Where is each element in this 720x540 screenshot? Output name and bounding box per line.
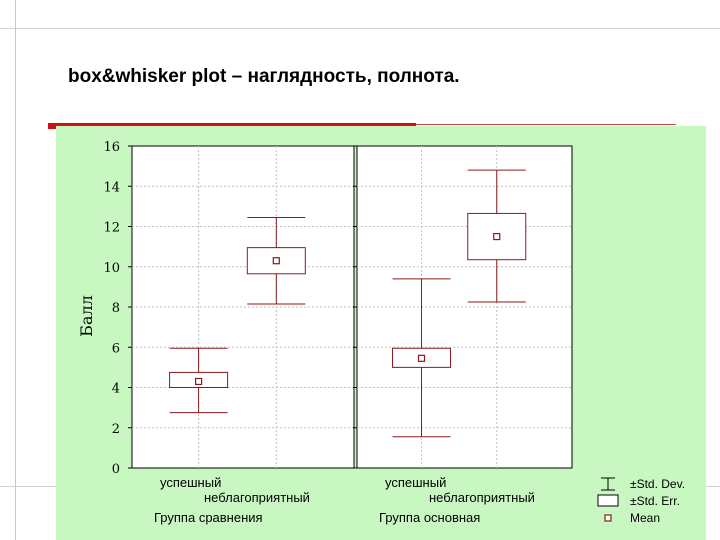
y-tick-label: 0 [112, 462, 120, 477]
x-group-label: Группа сравнения [154, 510, 263, 525]
legend-label: Mean [630, 511, 660, 525]
y-tick-label: 14 [103, 180, 120, 195]
y-axis-label: Балл [77, 295, 96, 337]
y-tick-label: 6 [112, 341, 120, 356]
mean-marker [417, 354, 426, 362]
x-category-label: неблагоприятный [204, 490, 310, 505]
mean-marker [195, 377, 203, 386]
y-tick-label: 12 [103, 221, 120, 236]
y-tick-label: 16 [103, 140, 120, 155]
plot-panel [356, 145, 573, 469]
legend-box [597, 494, 619, 507]
mean-marker [493, 232, 501, 241]
y-tick-label: 10 [103, 261, 120, 276]
x-category-label: неблагоприятный [429, 490, 535, 505]
slide-margin-line [15, 0, 16, 540]
legend-label: ±Std. Dev. [630, 477, 685, 491]
chart-figure: Балл успешный неблагоприятный Группа сравн… [56, 126, 706, 540]
mean-marker [272, 257, 280, 265]
legend-mean-marker [604, 514, 612, 522]
y-tick-label: 4 [112, 382, 120, 397]
x-category-label: успешный [385, 475, 446, 490]
y-tick-label: 8 [112, 301, 120, 316]
y-tick-label: 2 [112, 422, 120, 437]
legend-label: ±Std. Err. [630, 494, 680, 508]
slide-title: box&whisker plot – наглядность, полнота. [68, 66, 460, 87]
slide-guide-line [0, 28, 720, 29]
x-category-label: успешный [160, 475, 221, 490]
title-underline-thin [416, 124, 676, 125]
x-group-label: Группа основная [379, 510, 480, 525]
